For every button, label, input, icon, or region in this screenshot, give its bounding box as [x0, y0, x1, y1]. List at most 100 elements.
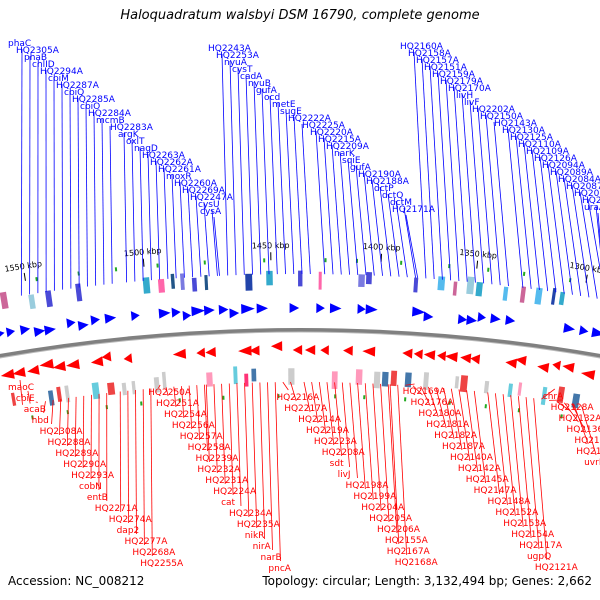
top-leader-line	[571, 184, 590, 298]
reverse-gene-arrow	[172, 348, 187, 359]
forward-gene-arrow	[218, 304, 229, 315]
reverse-feature-block	[373, 371, 381, 389]
reverse-gene-arrow	[205, 347, 216, 358]
top-leader-line	[93, 111, 97, 286]
forward-gene-arrow	[0, 331, 5, 337]
top-gene-label: HQ2158A	[408, 49, 452, 59]
forward-gene-arrow	[171, 307, 181, 318]
bottom-leader-line	[357, 382, 366, 490]
bottom-gene-label: ugpQ	[527, 552, 551, 562]
reverse-feature-block	[91, 382, 101, 400]
bottom-leader-line	[349, 382, 358, 479]
bottom-gene-label: HQ2216A	[276, 393, 320, 403]
bottom-gene-label: HQ2117A	[519, 541, 563, 551]
top-leader-line	[347, 158, 359, 275]
forward-feature-block	[534, 287, 543, 305]
bottom-gene-label: HQ2176A	[410, 398, 454, 408]
top-gene-label: cbiM	[48, 74, 69, 84]
feature-marker	[522, 271, 526, 276]
feature-marker	[35, 277, 38, 282]
top-leader-line	[77, 97, 80, 288]
bottom-leader-line	[303, 381, 311, 413]
top-gene-label: HQ2269A	[182, 186, 226, 196]
feature-marker	[222, 395, 225, 400]
top-gene-label: HQ2247A	[190, 193, 234, 203]
scale-tick-label: 1550 kbp	[4, 259, 43, 274]
top-leader-line	[203, 202, 210, 277]
bottom-leader-line	[196, 385, 201, 441]
top-leader-line	[539, 156, 557, 293]
top-gene-label: cbiQ	[64, 88, 84, 98]
bottom-leader-line	[372, 383, 382, 512]
bottom-gene-label: pncA	[268, 564, 291, 574]
reverse-gene-arrow	[123, 353, 133, 364]
forward-gene-arrow	[505, 315, 516, 325]
forward-gene-arrow	[490, 313, 501, 324]
feature-marker	[263, 258, 266, 263]
bottom-leader-line	[43, 401, 46, 414]
reverse-gene-arrow	[320, 345, 329, 356]
bottom-gene-label: HQ2293A	[71, 471, 115, 481]
bottom-gene-label: HQ2180A	[418, 409, 462, 419]
bottom-leader-line	[364, 383, 374, 501]
top-leader-line	[523, 142, 540, 290]
bottom-gene-label: sdt	[330, 459, 344, 469]
top-leader-line	[69, 90, 72, 289]
forward-feature-block	[437, 276, 446, 291]
top-gene-label: cadA	[240, 72, 263, 82]
bottom-gene-label: HQ2223A	[314, 437, 358, 447]
top-leader-line	[179, 181, 185, 278]
bottom-gene-label: acaB	[24, 405, 46, 415]
bottom-gene-label: HQ2214A	[298, 415, 342, 425]
bottom-leader-line	[334, 382, 343, 457]
top-gene-label: argK	[118, 130, 140, 140]
top-gene-label: HQ2077A	[574, 189, 600, 199]
reverse-gene-arrow	[27, 364, 40, 375]
reverse-feature-block	[454, 376, 460, 389]
bottom-leader-line	[541, 388, 555, 400]
bottom-gene-label: HQ2167A	[387, 547, 431, 557]
top-leader-line	[405, 214, 419, 278]
top-gene-label: narK	[334, 149, 356, 159]
top-gene-label: phaC	[8, 39, 31, 49]
bottom-leader-line	[213, 384, 218, 474]
forward-feature-block	[358, 274, 365, 288]
top-leader-line	[101, 118, 105, 285]
top-leader-line	[595, 205, 600, 250]
reverse-feature-block	[422, 372, 430, 391]
forward-feature-block	[298, 270, 303, 287]
reverse-gene-arrow	[52, 361, 66, 371]
bottom-leader-line	[66, 397, 69, 447]
reverse-gene-arrow	[413, 349, 423, 360]
bottom-leader-line	[251, 382, 258, 529]
top-gene-label: HQ2089A	[550, 168, 594, 178]
forward-feature-block	[170, 273, 176, 289]
top-leader-line	[515, 135, 532, 289]
top-leader-line	[437, 72, 452, 281]
reverse-feature-block	[381, 371, 389, 387]
forward-feature-block	[204, 274, 209, 291]
forward-gene-arrow	[591, 327, 600, 338]
top-leader-line	[403, 207, 416, 278]
forward-gene-arrow	[357, 303, 366, 314]
reverse-gene-arrow	[402, 348, 413, 359]
top-leader-line	[237, 67, 245, 275]
bottom-gene-label: HQ2154A	[511, 530, 555, 540]
top-gene-label: HQ2305A	[16, 46, 60, 56]
feature-marker	[324, 258, 327, 263]
reverse-feature-block	[404, 372, 412, 388]
bottom-gene-label: HQ2181A	[426, 420, 470, 430]
top-leader-line	[221, 53, 229, 276]
top-gene-label: HQ2084A	[558, 175, 600, 185]
top-leader-line	[477, 107, 493, 285]
top-leader-line	[587, 198, 600, 271]
bottom-gene-label: chrA	[543, 392, 564, 402]
bottom-gene-label: nirA	[253, 542, 272, 552]
top-leader-line	[195, 195, 202, 277]
bottom-leader-line	[326, 382, 335, 446]
top-leader-line	[147, 153, 152, 281]
bottom-gene-label: HQ2206A	[377, 525, 421, 535]
bottom-leader-line	[525, 397, 540, 550]
forward-gene-arrow	[191, 306, 206, 317]
forward-gene-arrow	[182, 310, 192, 321]
